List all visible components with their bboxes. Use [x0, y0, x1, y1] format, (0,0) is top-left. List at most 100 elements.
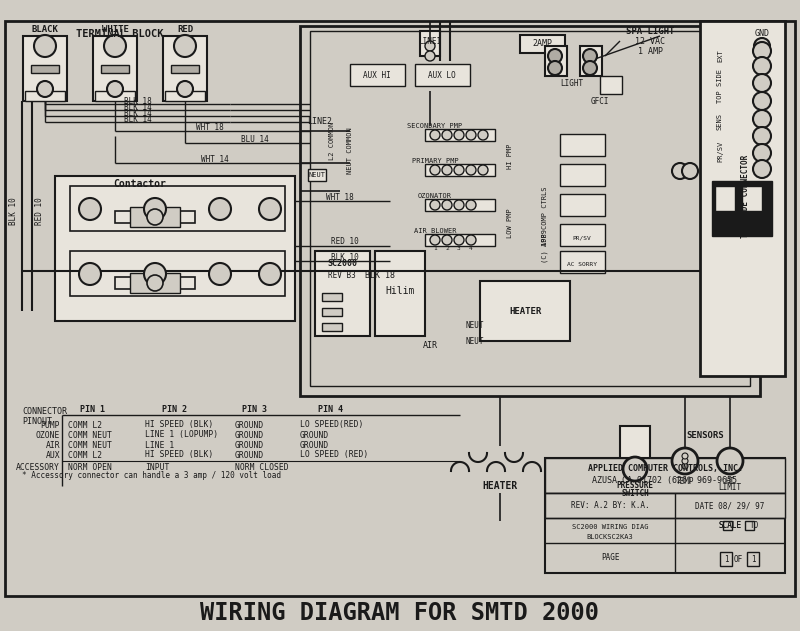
Circle shape	[454, 165, 464, 175]
Text: GND: GND	[754, 30, 770, 38]
Bar	[70, 186, 285, 231]
Text: HEATER: HEATER	[509, 307, 541, 316]
Text: PR/SV: PR/SV	[717, 140, 723, 162]
Circle shape	[454, 130, 464, 140]
Text: PIN 3: PIN 3	[242, 404, 267, 413]
Circle shape	[259, 198, 281, 220]
Circle shape	[623, 457, 647, 481]
Bar	[480, 281, 570, 341]
Circle shape	[259, 263, 281, 285]
Bar	[95, 91, 135, 101]
Circle shape	[79, 263, 101, 285]
Text: 1: 1	[433, 247, 437, 252]
Circle shape	[37, 81, 53, 97]
Circle shape	[682, 163, 698, 179]
Text: BLOCKSC2KA3: BLOCKSC2KA3	[586, 534, 634, 540]
Bar	[93, 36, 137, 101]
Circle shape	[177, 81, 193, 97]
Text: AUX LO: AUX LO	[428, 71, 456, 80]
Bar	[415, 64, 470, 86]
Bar	[25, 91, 65, 101]
Circle shape	[79, 198, 101, 220]
Text: 12 VAC: 12 VAC	[635, 37, 665, 45]
Circle shape	[682, 453, 688, 459]
Text: BLU 14: BLU 14	[241, 136, 269, 144]
Text: INPUT: INPUT	[145, 463, 170, 471]
Text: NEUT: NEUT	[466, 336, 484, 346]
Bar	[560, 251, 605, 273]
Bar	[425, 129, 495, 141]
Text: HEATER: HEATER	[482, 481, 518, 491]
Bar	[300, 26, 760, 396]
Text: COMM L2: COMM L2	[68, 451, 102, 459]
Text: GROUND: GROUND	[235, 440, 264, 449]
Text: SCALE: SCALE	[718, 521, 742, 531]
Text: RED 10: RED 10	[331, 237, 359, 247]
Text: HI: HI	[726, 476, 734, 485]
Circle shape	[442, 130, 452, 140]
Bar	[545, 458, 785, 493]
Text: WHITE: WHITE	[102, 25, 129, 35]
Bar	[425, 164, 495, 176]
Text: HI SPEED (BLK): HI SPEED (BLK)	[145, 451, 214, 459]
Bar	[350, 64, 405, 86]
Circle shape	[753, 144, 771, 162]
Text: LINE1: LINE1	[418, 37, 442, 45]
Text: BLK 14: BLK 14	[124, 109, 152, 117]
Circle shape	[107, 81, 123, 97]
Text: LINE 1: LINE 1	[145, 440, 174, 449]
Text: TEMP: TEMP	[676, 476, 694, 485]
Text: AUX HI: AUX HI	[363, 71, 391, 80]
Bar	[310, 31, 750, 386]
Text: AIR: AIR	[46, 440, 60, 449]
Text: TO: TO	[750, 521, 760, 531]
Text: PUMP: PUMP	[41, 420, 60, 430]
Text: LOW PMP: LOW PMP	[507, 208, 513, 238]
Text: ACCESSORY: ACCESSORY	[16, 463, 60, 471]
Bar	[545, 493, 785, 518]
Text: PRESSURE: PRESSURE	[617, 481, 654, 490]
Text: WIRING DIAGRAM FOR SMTD 2000: WIRING DIAGRAM FOR SMTD 2000	[201, 601, 599, 625]
Circle shape	[430, 200, 440, 210]
Text: HI SPEED (BLK): HI SPEED (BLK)	[145, 420, 214, 430]
Text: SC2000: SC2000	[327, 259, 357, 268]
Text: REV B3: REV B3	[328, 271, 356, 281]
Text: DATE 08/ 29/ 97: DATE 08/ 29/ 97	[695, 502, 765, 510]
Text: TERMINAL BLOCK: TERMINAL BLOCK	[76, 29, 164, 39]
Text: OZONE: OZONE	[36, 430, 60, 440]
Text: OF: OF	[734, 555, 742, 563]
Bar	[600, 76, 622, 94]
Text: 2AMP: 2AMP	[532, 40, 552, 49]
Text: GROUND: GROUND	[235, 420, 264, 430]
Text: RED: RED	[177, 25, 193, 35]
Text: NORM CLOSED: NORM CLOSED	[235, 463, 289, 471]
Circle shape	[682, 458, 688, 464]
Circle shape	[34, 35, 56, 57]
Text: GROUND: GROUND	[300, 440, 330, 449]
Text: SCALE: SCALE	[718, 521, 742, 531]
Text: BLK 14: BLK 14	[124, 114, 152, 124]
Bar	[620, 426, 650, 466]
Circle shape	[466, 130, 476, 140]
Text: GROUND: GROUND	[235, 430, 264, 440]
Text: OZONATOR: OZONATOR	[418, 193, 452, 199]
Circle shape	[548, 49, 562, 63]
Circle shape	[147, 209, 163, 225]
Circle shape	[672, 163, 688, 179]
Text: PIN 2: PIN 2	[162, 404, 187, 413]
Text: COMM NEUT: COMM NEUT	[68, 430, 112, 440]
Text: SPA LIGHT: SPA LIGHT	[626, 27, 674, 35]
Circle shape	[753, 110, 771, 128]
Text: LIGHT: LIGHT	[561, 78, 583, 88]
Text: SECONDARY PMP: SECONDARY PMP	[407, 123, 462, 129]
Circle shape	[442, 235, 452, 245]
Text: PINOUT: PINOUT	[22, 416, 52, 425]
Text: 1 AMP: 1 AMP	[638, 47, 662, 56]
Text: PIN 1: PIN 1	[81, 404, 106, 413]
Bar	[745, 521, 754, 530]
Circle shape	[454, 235, 464, 245]
Bar	[545, 46, 567, 76]
Circle shape	[209, 198, 231, 220]
Text: LO SPEED(RED): LO SPEED(RED)	[300, 420, 363, 430]
Text: CONNECTOR: CONNECTOR	[22, 406, 67, 415]
